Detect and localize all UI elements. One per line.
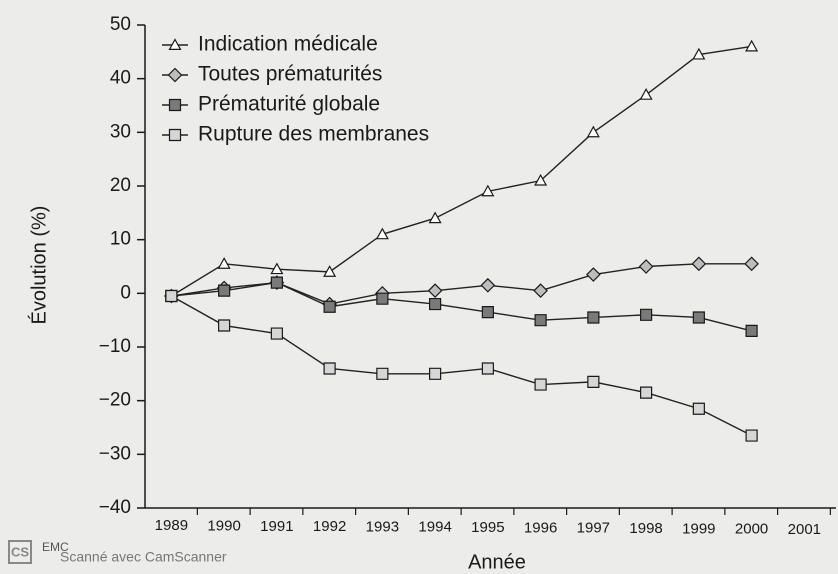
marker <box>587 375 600 388</box>
marker <box>323 362 336 375</box>
marker <box>428 211 442 224</box>
marker <box>586 267 601 282</box>
x-tick-label: 1996 <box>524 519 557 536</box>
y-tick-label: 0 <box>120 282 131 303</box>
x-tick-label: 1995 <box>471 519 504 536</box>
legend-label: Rupture des membranes <box>198 123 429 146</box>
y-tick-label: 50 <box>110 14 131 35</box>
y-axis-title: Évolution (%) <box>27 206 50 325</box>
marker <box>480 277 496 293</box>
marker <box>533 283 548 298</box>
marker <box>534 378 547 391</box>
legend-label: Toutes prématurités <box>198 63 382 86</box>
watermark-stamp: EMC <box>42 540 69 554</box>
marker <box>429 297 442 311</box>
x-tick-label: 1998 <box>629 520 662 537</box>
marker <box>218 319 231 332</box>
marker <box>270 276 283 289</box>
marker <box>639 88 653 100</box>
marker <box>375 227 389 240</box>
marker <box>481 362 494 375</box>
marker <box>481 184 495 197</box>
x-tick-label: 1994 <box>418 519 451 536</box>
y-tick-label: −20 <box>99 390 131 411</box>
x-tick-label: 1997 <box>577 520 610 537</box>
marker <box>376 367 389 380</box>
marker <box>429 367 442 380</box>
legend-label: Indication médicale <box>198 33 378 56</box>
marker <box>270 262 284 275</box>
marker <box>376 292 389 305</box>
marker <box>692 311 705 324</box>
y-tick-label: 20 <box>110 175 131 196</box>
legend-label: Prématurité globale <box>198 93 380 116</box>
x-tick-label: 1999 <box>682 520 715 537</box>
marker <box>427 283 443 298</box>
y-tick-label: 30 <box>110 121 131 142</box>
marker <box>744 256 759 272</box>
marker <box>481 306 494 319</box>
marker <box>586 125 600 138</box>
legend-marker <box>168 128 182 142</box>
marker <box>323 300 336 313</box>
legend-marker <box>167 67 183 83</box>
marker <box>745 39 759 52</box>
legend-marker <box>168 38 182 50</box>
x-tick-label: 1993 <box>366 518 399 535</box>
marker <box>640 308 653 321</box>
y-tick-label: −10 <box>99 336 131 357</box>
y-tick-label: −40 <box>99 497 131 518</box>
series-line <box>171 281 752 332</box>
x-tick-label: 2000 <box>735 521 768 538</box>
marker <box>270 327 283 340</box>
marker <box>640 386 653 399</box>
marker <box>587 311 600 324</box>
series-line <box>171 45 752 297</box>
watermark-logo-box <box>8 540 32 564</box>
x-tick-label: 2001 <box>788 521 821 538</box>
x-tick-label: 1991 <box>260 518 293 535</box>
marker <box>323 265 337 277</box>
watermark-logo: CS <box>11 544 29 559</box>
marker <box>218 284 231 297</box>
marker <box>217 257 231 269</box>
marker <box>745 324 758 337</box>
marker <box>745 429 758 442</box>
x-tick-label: 1989 <box>155 517 188 534</box>
marker <box>692 402 705 415</box>
marker <box>691 256 707 272</box>
marker <box>534 173 548 186</box>
watermark-text: Scanné avec CamScanner <box>60 549 227 565</box>
series-line <box>171 295 752 437</box>
y-tick-label: −30 <box>99 443 131 464</box>
marker <box>534 314 547 327</box>
x-axis-title: Année <box>468 551 526 573</box>
marker <box>638 259 654 274</box>
marker <box>165 289 178 303</box>
y-tick-label: 10 <box>110 229 131 250</box>
marker <box>692 47 706 60</box>
y-tick-label: 40 <box>110 68 131 89</box>
x-tick-label: 1992 <box>313 518 346 535</box>
legend-marker <box>168 98 182 112</box>
x-tick-label: 1990 <box>207 517 240 534</box>
